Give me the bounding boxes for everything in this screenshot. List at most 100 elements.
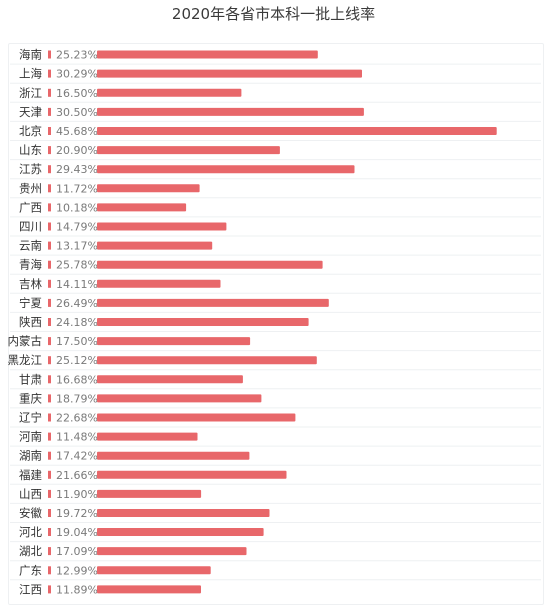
bar-stub [48, 203, 51, 212]
category-label: 云南 [19, 239, 42, 253]
data-label: 30.29% [56, 68, 98, 81]
bar[interactable]: 湖北 17.09% [97, 547, 247, 556]
category-label: 吉林 [19, 277, 42, 291]
category-label: 黑龙江 [8, 353, 43, 367]
data-label: 11.89% [56, 583, 98, 596]
category-label: 福建 [19, 468, 42, 482]
data-label: 16.68% [56, 373, 98, 386]
data-label: 12.99% [56, 564, 98, 577]
bar-stub [48, 432, 51, 441]
bar[interactable]: 陕西 24.18% [97, 318, 309, 326]
bar[interactable]: 北京 45.68% [97, 127, 497, 135]
category-label: 山东 [19, 143, 42, 157]
bar[interactable]: 山西 11.90% [97, 489, 202, 498]
bar-stub [48, 528, 51, 536]
data-label: 18.79% [56, 392, 98, 405]
data-label: 17.42% [56, 450, 98, 463]
bar[interactable]: 辽宁 22.68% [97, 413, 296, 422]
bar[interactable]: 浙江 16.50% [97, 88, 242, 97]
category-label: 甘肃 [19, 372, 42, 386]
category-label: 湖北 [19, 544, 42, 558]
bar[interactable]: 山东 20.90% [97, 146, 280, 155]
bar[interactable]: 海南 25.23% [97, 50, 318, 59]
bar-stub [48, 375, 51, 384]
chart-title: 2020年各省市本科一批上线率 [171, 5, 376, 23]
bar[interactable]: 重庆 18.79% [97, 394, 262, 403]
data-label: 17.09% [56, 545, 98, 558]
bar[interactable]: 吉林 14.11% [97, 279, 221, 288]
bar[interactable]: 湖南 17.42% [97, 451, 250, 460]
bar-stub [48, 566, 51, 575]
bar[interactable]: 甘肃 16.68% [97, 375, 243, 384]
bar[interactable]: 青海 25.78% [97, 260, 323, 269]
category-label: 辽宁 [19, 411, 42, 425]
bar[interactable]: 河南 11.48% [97, 432, 198, 441]
bar-stub [48, 394, 51, 403]
bar-stub [48, 146, 51, 155]
bar-stub [48, 50, 51, 59]
bar-stub [48, 298, 51, 307]
category-label: 湖南 [19, 449, 42, 463]
data-label: 19.04% [56, 526, 98, 539]
bar-stub [48, 356, 51, 365]
category-label: 内蒙古 [8, 334, 43, 348]
data-label: 20.90% [56, 144, 98, 157]
bar[interactable]: 宁夏 26.49% [97, 298, 329, 307]
category-label: 广西 [19, 200, 42, 214]
data-label: 30.50% [56, 106, 98, 119]
category-label: 四川 [19, 220, 42, 234]
category-label: 河南 [19, 430, 42, 444]
bar[interactable]: 贵州 11.72% [97, 184, 200, 193]
category-label: 宁夏 [19, 296, 42, 310]
bar-stub [48, 547, 51, 556]
category-label: 山西 [19, 487, 42, 501]
data-label: 25.23% [56, 49, 98, 62]
bar[interactable]: 内蒙古 17.50% [97, 337, 251, 346]
bar[interactable]: 河北 19.04% [97, 528, 264, 536]
category-label: 广东 [19, 563, 42, 577]
category-label: 安徽 [19, 506, 42, 520]
bar-stub [48, 489, 51, 498]
bar-stub [48, 318, 51, 326]
bar[interactable]: 安徽 19.72% [97, 509, 270, 517]
bar-stub [48, 509, 51, 517]
bar[interactable]: 上海 30.29% [97, 69, 362, 78]
bar-stub [48, 127, 51, 135]
data-label: 24.18% [56, 316, 98, 329]
bar-stub [48, 585, 51, 594]
bar[interactable]: 云南 13.17% [97, 241, 213, 250]
data-label: 21.66% [56, 469, 98, 482]
bar-stub [48, 184, 51, 193]
bar-stub [48, 165, 51, 174]
bar[interactable]: 四川 14.79% [97, 222, 227, 231]
data-label: 14.79% [56, 221, 98, 234]
data-label: 19.72% [56, 507, 98, 520]
bar-stub [48, 222, 51, 231]
category-label: 青海 [19, 258, 42, 272]
bar[interactable]: 广东 12.99% [97, 566, 211, 575]
bar-stub [48, 279, 51, 288]
bar[interactable]: 黑龙江 25.12% [97, 356, 317, 365]
data-label: 45.68% [56, 125, 98, 138]
bar-stub [48, 69, 51, 78]
category-label: 江西 [19, 582, 42, 596]
bar[interactable]: 福建 21.66% [97, 470, 287, 479]
data-label: 25.78% [56, 259, 98, 272]
bar-stub [48, 260, 51, 269]
bar[interactable]: 广西 10.18% [97, 203, 187, 212]
data-label: 29.43% [56, 163, 98, 176]
bar-stub [48, 451, 51, 460]
bar[interactable]: 江西 11.89% [97, 585, 201, 594]
category-label: 陕西 [19, 315, 42, 329]
category-label: 海南 [19, 48, 42, 62]
category-label: 上海 [19, 67, 42, 81]
data-label: 16.50% [56, 87, 98, 100]
data-label: 11.72% [56, 182, 98, 195]
bar[interactable]: 天津 30.50% [97, 107, 364, 116]
data-label: 26.49% [56, 297, 98, 310]
data-label: 11.90% [56, 488, 98, 501]
category-label: 重庆 [19, 391, 42, 405]
data-label: 14.11% [56, 278, 98, 291]
bar[interactable]: 江苏 29.43% [97, 165, 355, 174]
